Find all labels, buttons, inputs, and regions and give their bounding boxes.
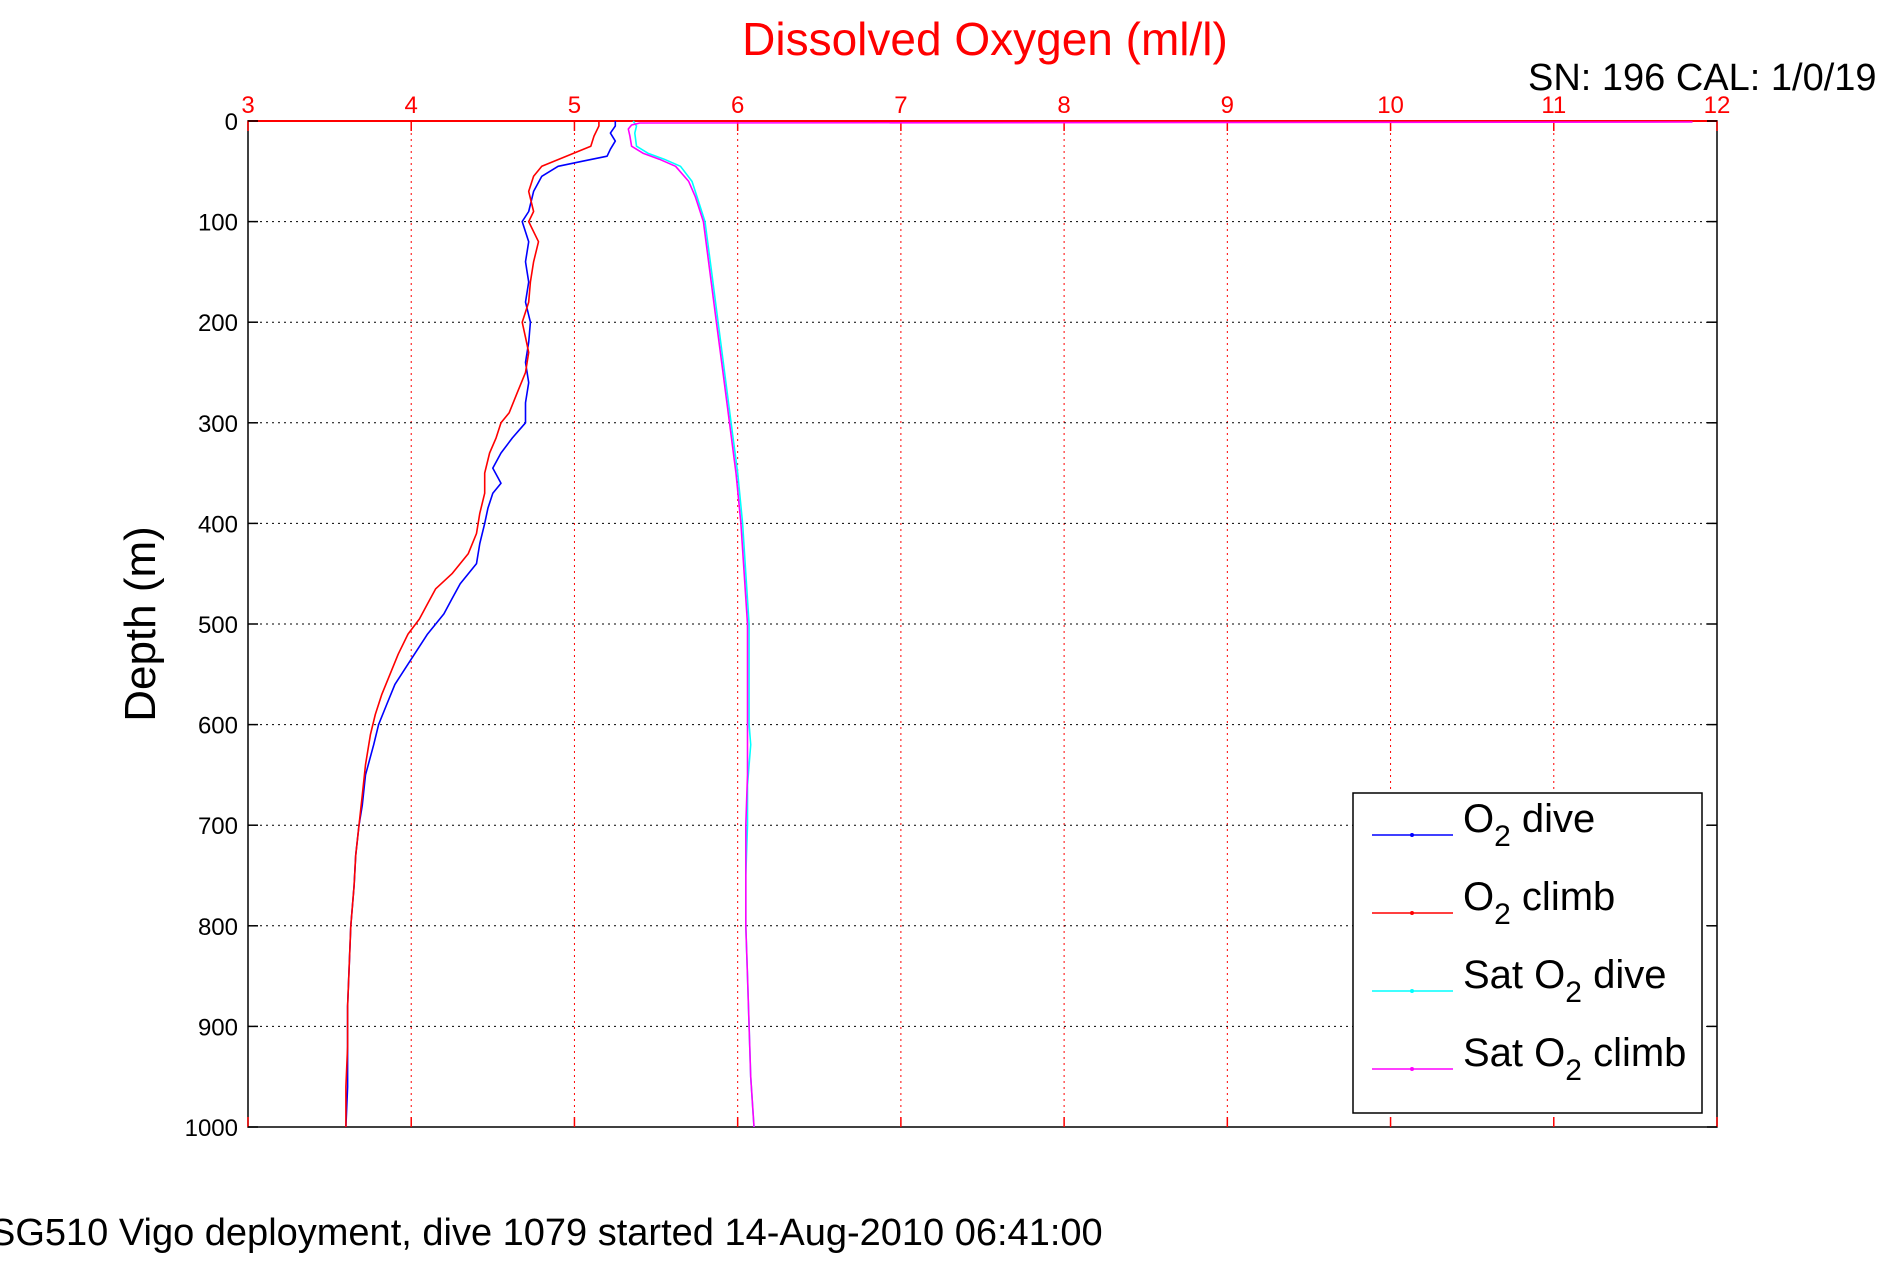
legend-entry-label: Sat O2 dive — [1463, 953, 1666, 1009]
y-tick-label: 600 — [198, 713, 238, 740]
series-line-4 — [627, 121, 1693, 1128]
y-axis-ticks: 0 100 200 300 400 500 600 700 800 900 1000 — [185, 109, 1717, 1142]
legend-marker — [1410, 1067, 1414, 1071]
x-tick-label: 9 — [1221, 92, 1234, 119]
legend-entry-label: Sat O2 climb — [1463, 1031, 1686, 1087]
dive-info-footer: SG510 Vigo deployment, dive 1079 started… — [0, 1212, 1103, 1254]
x-tick-label: 11 — [1541, 92, 1566, 119]
legend-marker — [1410, 911, 1414, 915]
legend-marker — [1410, 833, 1414, 837]
serial-calibration-label: SN: 196 CAL: 1/0/19 — [1528, 57, 1877, 99]
x-axis-ticks: 3 4 5 6 7 8 9 10 11 12 — [241, 92, 1730, 1127]
y-tick-label: 500 — [198, 612, 238, 639]
legend-entry-label: O2 dive — [1463, 797, 1595, 853]
series-line-2 — [345, 121, 600, 1127]
y-tick-label: 700 — [198, 813, 238, 840]
y-tick-label: 100 — [198, 210, 238, 237]
y-tick-label: 0 — [225, 109, 238, 136]
legend-entry-label: O2 climb — [1463, 875, 1615, 931]
x-tick-label: 5 — [568, 92, 581, 119]
legend-box — [1352, 792, 1703, 1114]
legend-items: O2 dive O2 climb Sat O2 dive Sat O2 climb — [1372, 797, 1686, 1087]
series-layer — [345, 120, 1693, 1128]
x-tick-label: 7 — [894, 92, 907, 119]
y-tick-label: 900 — [198, 1014, 238, 1041]
x-tick-label: 4 — [405, 92, 418, 119]
x-tick-label: 12 — [1704, 92, 1731, 119]
x-tick-label: 6 — [731, 92, 744, 119]
x-tick-label: 3 — [241, 92, 254, 119]
y-tick-label: 400 — [198, 511, 238, 538]
legend: O2 dive O2 climb Sat O2 dive Sat O2 climb — [1352, 792, 1703, 1114]
chart-title: Dissolved Oxygen (ml/l) — [742, 13, 1228, 65]
y-tick-label: 200 — [198, 310, 238, 337]
y-axis-label: Depth (m) — [116, 526, 165, 722]
y-tick-label: 1000 — [185, 1115, 238, 1142]
legend-marker — [1410, 989, 1414, 993]
y-tick-label: 300 — [198, 411, 238, 438]
y-tick-label: 800 — [198, 914, 238, 941]
x-tick-label: 8 — [1057, 92, 1070, 119]
x-tick-label: 10 — [1377, 92, 1404, 119]
